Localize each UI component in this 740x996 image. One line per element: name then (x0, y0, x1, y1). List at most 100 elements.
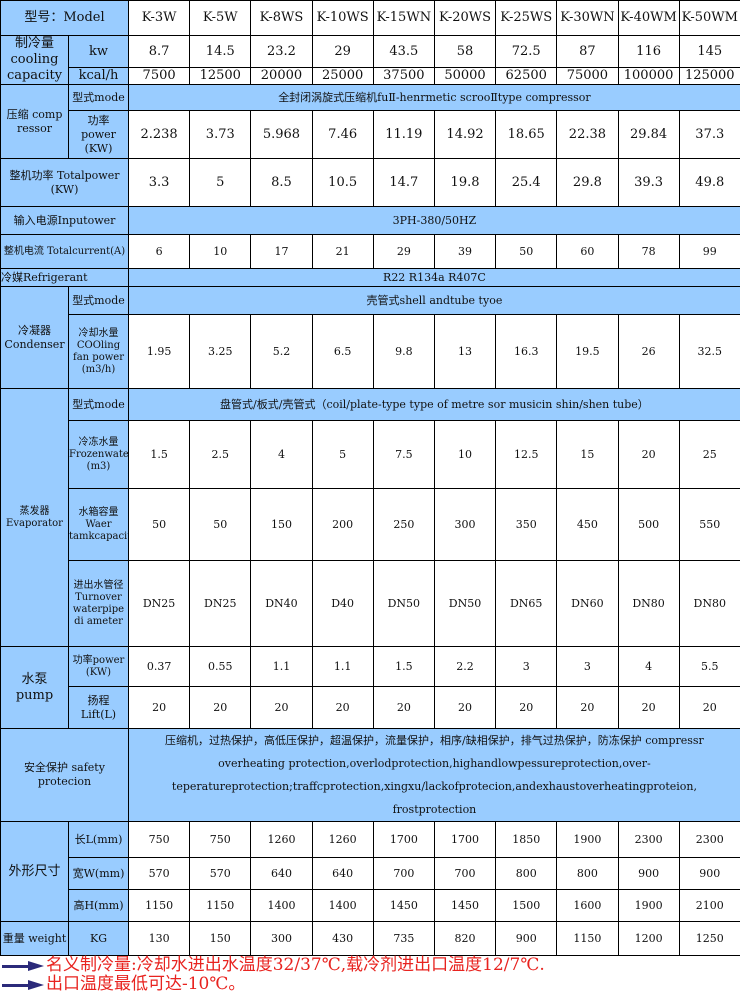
height-value: 1400 (251, 890, 312, 922)
frozen-value: 10 (434, 421, 495, 489)
weight-value: 1200 (618, 922, 679, 956)
total_current-value: 50 (496, 235, 557, 269)
pump_power-value: 5.5 (679, 647, 740, 687)
height-value: 1150 (129, 890, 190, 922)
pipe-value: DN65 (496, 561, 557, 647)
pump_power-value: 3 (496, 647, 557, 687)
length-value: 1850 (496, 822, 557, 858)
comp-power-label: 功率 power (KW) (69, 111, 129, 159)
frozen-value: 7.5 (373, 421, 434, 489)
pipe-value: DN25 (190, 561, 251, 647)
total-power-label: 整机功率 Totalpower (KW) (1, 159, 129, 207)
frozen-value: 4 (251, 421, 312, 489)
weight-value: 735 (373, 922, 434, 956)
total_current-value: 60 (557, 235, 618, 269)
kcal-value: 37500 (373, 68, 434, 85)
weight-value: 1150 (557, 922, 618, 956)
total_current-value: 99 (679, 235, 740, 269)
frozen-value: 25 (679, 421, 740, 489)
weight-value: 130 (129, 922, 190, 956)
compressor-label: 压缩 comp ressor (1, 85, 69, 159)
length-value: 1700 (434, 822, 495, 858)
kw-value: 14.5 (190, 36, 251, 68)
tank-value: 350 (496, 489, 557, 561)
kw-value: 23.2 (251, 36, 312, 68)
kw-value: 8.7 (129, 36, 190, 68)
weight-value: 820 (434, 922, 495, 956)
note-1: 名义制冷量:冷却水进出水温度32/37℃,载冷剂进出口温度12/7℃. (0, 956, 740, 975)
pipe-label: 进出水管径 Turnover waterpipe di ameter (69, 561, 129, 647)
total_power-value: 14.7 (373, 159, 434, 207)
pump-power-label: 功率power (KW) (69, 647, 129, 687)
height-value: 1900 (618, 890, 679, 922)
evaporator-label: 蒸发器 Evaporator (1, 389, 69, 647)
comp-mode-label: 型式mode (69, 85, 129, 111)
lift-value: 20 (190, 687, 251, 729)
comp_power-value: 7.46 (312, 111, 373, 159)
frozen-value: 5 (312, 421, 373, 489)
kcal-value: 7500 (129, 68, 190, 85)
width-value: 640 (251, 858, 312, 890)
model-value: K-40WM (618, 1, 679, 36)
arrow-right-icon (0, 961, 44, 971)
model-value: K-50WM (679, 1, 740, 36)
height-value: 1450 (373, 890, 434, 922)
length-value: 750 (190, 822, 251, 858)
pump_power-value: 2.2 (434, 647, 495, 687)
total_current-value: 78 (618, 235, 679, 269)
pump-label: 水泵 pump (1, 647, 69, 729)
weight-label: 重量 weight (1, 922, 69, 956)
total_power-value: 29.8 (557, 159, 618, 207)
pipe-value: DN80 (618, 561, 679, 647)
width-value: 700 (434, 858, 495, 890)
model-value: K-5W (190, 1, 251, 36)
frozen-value: 12.5 (496, 421, 557, 489)
lift-label: 扬程 Lift(L) (69, 687, 129, 729)
width-label: 宽W(mm) (69, 858, 129, 890)
safety-label: 安全保护 safety protecion (1, 729, 129, 822)
pipe-value: D40 (312, 561, 373, 647)
kw-value: 116 (618, 36, 679, 68)
evap-mode-value: 盘管式/板式/壳管式（coil/plate-type type of metre… (129, 389, 740, 421)
note-text: 名义制冷量:冷却水进出水温度32/37℃,载冷剂进出口温度12/7℃. (46, 956, 545, 975)
width-value: 570 (190, 858, 251, 890)
kw-value: 145 (679, 36, 740, 68)
comp_power-value: 29.84 (618, 111, 679, 159)
comp-mode-value: 全封闭涡旋式压缩机fuⅡ-henrmetic scrooⅡtype compre… (129, 85, 740, 111)
height-label: 高H(mm) (69, 890, 129, 922)
pump_power-value: 3 (557, 647, 618, 687)
refrigerant-label: 冷媒Refrigerant (1, 269, 129, 287)
length-value: 1260 (312, 822, 373, 858)
length-value: 750 (129, 822, 190, 858)
total_power-value: 3.3 (129, 159, 190, 207)
pipe-value: DN25 (129, 561, 190, 647)
refrigerant-value: R22 R134a R407C (129, 269, 740, 287)
cond_water-value: 32.5 (679, 315, 740, 389)
kcal-label: kcal/h (69, 68, 129, 85)
cond-mode-value: 壳管式shell andtube tyoe (129, 287, 740, 315)
kcal-value: 12500 (190, 68, 251, 85)
weight-value: 300 (251, 922, 312, 956)
cooling-label: 制冷量 cooling capacity (1, 36, 69, 85)
lift-value: 20 (618, 687, 679, 729)
input-power-value: 3PH-380/50HZ (129, 207, 740, 235)
kcal-value: 125000 (679, 68, 740, 85)
pipe-value: DN40 (251, 561, 312, 647)
model-value: K-30WN (557, 1, 618, 36)
pump_power-value: 0.55 (190, 647, 251, 687)
dimensions-label: 外形尺寸 (1, 822, 69, 922)
total-current-label: 整机电流 Totalcurrent(A) (1, 235, 129, 269)
pump_power-value: 0.37 (129, 647, 190, 687)
cond_water-value: 6.5 (312, 315, 373, 389)
length-value: 2300 (618, 822, 679, 858)
cond_water-value: 16.3 (496, 315, 557, 389)
note-text: 出口温度最低可达-10℃。 (46, 975, 245, 994)
condenser-label: 冷凝器 Condenser (1, 287, 69, 389)
lift-value: 20 (312, 687, 373, 729)
cond_water-value: 1.95 (129, 315, 190, 389)
